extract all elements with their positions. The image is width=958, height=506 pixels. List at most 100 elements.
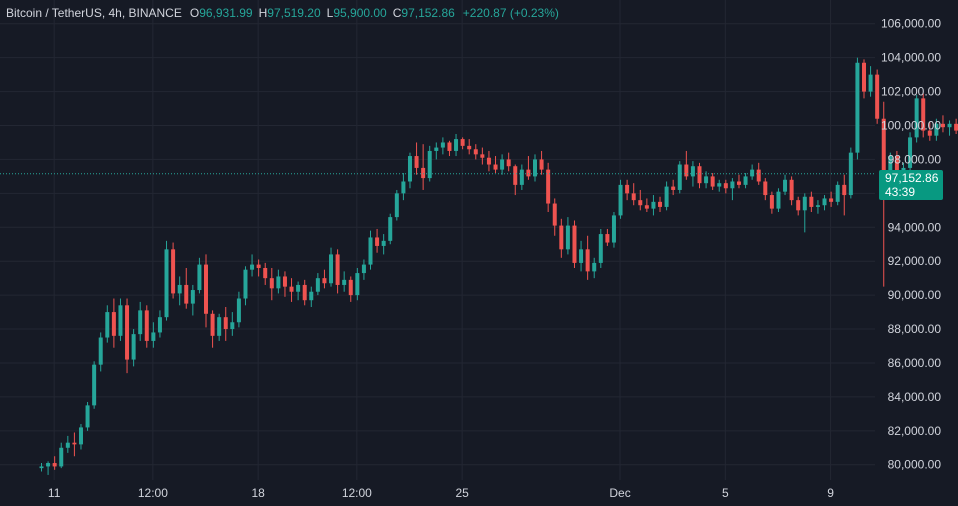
- candle: [678, 161, 682, 193]
- price-axis[interactable]: 80,000.0082,000.0084,000.0086,000.0088,0…: [881, 17, 941, 472]
- candle: [79, 424, 83, 449]
- candle: [724, 180, 728, 194]
- candle: [474, 144, 478, 159]
- candle-body: [375, 237, 379, 245]
- candle-body: [645, 205, 649, 208]
- price-tick-label: 88,000.00: [888, 322, 942, 336]
- candle: [257, 260, 261, 277]
- candle: [783, 175, 787, 195]
- candle-body: [717, 183, 721, 186]
- candle-body: [53, 463, 57, 466]
- candle-body: [757, 170, 761, 182]
- candle-body: [447, 142, 451, 150]
- candle: [737, 175, 741, 189]
- candle-body: [138, 310, 142, 334]
- candle: [698, 163, 702, 188]
- candle: [118, 299, 122, 341]
- candle-body: [875, 75, 879, 119]
- candle: [178, 276, 182, 305]
- candle-body: [566, 226, 570, 250]
- candle-body: [724, 183, 728, 188]
- close-value: 97,152.86: [401, 5, 454, 21]
- candle: [533, 154, 537, 181]
- candle-body: [507, 159, 511, 166]
- candle: [66, 436, 70, 453]
- candle: [665, 181, 669, 210]
- candle-body: [790, 180, 794, 200]
- candle: [454, 134, 458, 156]
- candle-body: [250, 265, 254, 270]
- candle: [572, 220, 576, 267]
- candle-body: [178, 285, 182, 293]
- candle-body: [204, 265, 208, 314]
- candle: [645, 198, 649, 212]
- candle: [704, 171, 708, 188]
- candle: [125, 299, 129, 374]
- candle-body: [948, 124, 952, 127]
- candle: [375, 229, 379, 253]
- price-tick-label: 90,000.00: [888, 288, 942, 302]
- candle: [599, 229, 603, 268]
- candle-body: [665, 187, 669, 207]
- candle-body: [309, 292, 313, 300]
- candle-body: [145, 310, 149, 341]
- candle: [579, 241, 583, 272]
- candle-body: [579, 249, 583, 263]
- candle: [461, 137, 465, 149]
- candle: [342, 271, 346, 291]
- candle: [395, 190, 399, 221]
- candle: [72, 433, 76, 457]
- candle-body: [362, 265, 366, 273]
- candle: [540, 151, 544, 175]
- candle: [803, 193, 807, 232]
- candle: [494, 156, 498, 173]
- candle: [776, 188, 780, 212]
- candle-body: [66, 443, 70, 448]
- candle: [362, 260, 366, 280]
- candle-body: [855, 63, 859, 153]
- time-tick-label: 11: [48, 486, 61, 500]
- candle-body: [698, 166, 702, 183]
- candle-body: [487, 158, 491, 165]
- candle-body: [421, 168, 425, 178]
- candle: [625, 180, 629, 200]
- price-tick-label: 80,000.00: [888, 458, 942, 472]
- candle: [684, 151, 688, 180]
- candle-body: [480, 154, 484, 157]
- candle: [276, 270, 280, 294]
- candle-body: [592, 263, 596, 271]
- price-tick-label: 98,000.00: [888, 152, 942, 166]
- candle-body: [270, 278, 274, 288]
- candle: [132, 329, 136, 366]
- candle-body: [211, 314, 215, 336]
- candle-body: [513, 166, 517, 185]
- candle: [382, 234, 386, 254]
- symbol-title[interactable]: Bitcoin / TetherUS, 4h, BINANCE: [6, 5, 182, 21]
- change-value: +220.87 (+0.23%): [463, 5, 559, 21]
- candle-body: [776, 192, 780, 209]
- candle-body: [336, 254, 340, 285]
- candle-body: [369, 237, 373, 264]
- candle-body: [809, 197, 813, 207]
- candle-body: [559, 226, 563, 250]
- candle-body: [684, 165, 688, 177]
- price-tick-label: 104,000.00: [881, 51, 941, 65]
- candle: [862, 59, 866, 98]
- candle-body: [112, 312, 116, 336]
- candle: [500, 154, 504, 174]
- candle-body: [329, 254, 333, 283]
- candle: [559, 219, 563, 258]
- time-tick-label: 9: [827, 486, 834, 500]
- candle-body: [237, 299, 241, 323]
- candle-body: [658, 202, 662, 207]
- open-label: O: [190, 5, 199, 21]
- candle-body: [151, 332, 155, 340]
- candle: [658, 197, 662, 212]
- candle: [842, 175, 846, 216]
- candle-body: [197, 265, 201, 290]
- candle: [322, 270, 326, 289]
- candle: [336, 249, 340, 293]
